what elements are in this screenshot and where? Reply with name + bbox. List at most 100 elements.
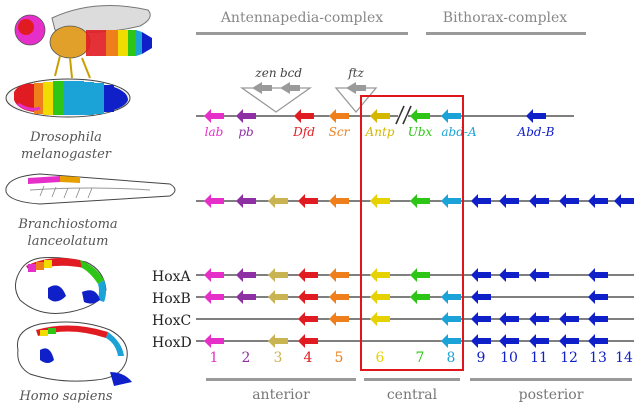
hoxb-hox13-arrow	[588, 290, 608, 304]
branchiostoma-hox6-arrow	[370, 194, 390, 208]
branchiostoma-hox10-arrow	[499, 194, 519, 208]
hoxd-hox3-arrow	[268, 334, 288, 348]
paralog-numbers: 1 2 3 4 5 6 7 8 9 10 11 12 13 14	[210, 350, 633, 366]
drosophila-gene-label: abd-A	[441, 125, 477, 139]
species-branchiostoma-line2: lanceolatum	[28, 234, 109, 249]
branchiostoma-hox8-arrow	[441, 194, 461, 208]
anterior-bar	[206, 378, 356, 381]
hoxd-hox1-arrow	[204, 334, 224, 348]
branchiostoma-hox13-arrow	[588, 194, 608, 208]
drosophila-gene-label: pb	[238, 125, 253, 139]
hoxb-hox5-arrow	[329, 290, 349, 304]
drosophila-gene-label: Dfd	[292, 125, 315, 139]
drosophila-gene-labels: lab pb Dfd Scr Antp Ubx abd-A Abd-B	[205, 125, 555, 139]
hoxd-hox10-arrow	[499, 334, 519, 348]
hoxc-hox6-arrow	[370, 312, 390, 326]
branchiostoma-hox7-arrow	[410, 194, 430, 208]
hoxa-hox7-arrow	[410, 268, 430, 282]
species-homo: Homo sapiens	[18, 389, 112, 404]
paralog-number: 13	[589, 350, 607, 366]
paralog-number: 10	[500, 350, 518, 366]
fly-embryo-illustration	[5, 78, 131, 118]
hoxd-hox13-arrow	[588, 334, 608, 348]
gene-label-ftz: ftz	[347, 66, 364, 80]
paralog-number: 7	[416, 350, 425, 366]
paralog-number: 2	[242, 350, 251, 366]
hoxd-hox4-arrow	[298, 334, 318, 348]
hoxb-hox7-arrow	[410, 290, 430, 304]
header-bithorax-complex: Bithorax-complex	[443, 10, 568, 26]
species-drosophila-line1: Drosophila	[29, 130, 102, 145]
branchiostoma-hox2-arrow	[236, 194, 256, 208]
hoxc-hox9-arrow	[471, 312, 491, 326]
hoxd-hox8-arrow	[441, 334, 461, 348]
header-antennapedia-complex: Antennapedia-complex	[220, 10, 383, 26]
fly-illustration	[14, 5, 152, 79]
branchiostoma-hox11-arrow	[529, 194, 549, 208]
hoxa-hox9-arrow	[471, 268, 491, 282]
branchiostoma-hox9-arrow	[471, 194, 491, 208]
hoxc-hox13-arrow	[588, 312, 608, 326]
central-bar	[364, 378, 460, 381]
drosophila-gene-label: Abd-B	[517, 125, 555, 139]
hoxa-hox1-arrow	[204, 268, 224, 282]
chromosome-break-mark	[395, 105, 412, 125]
region-label-posterior: posterior	[519, 387, 584, 403]
hoxb-hox2-arrow	[236, 290, 256, 304]
chromosome-break-gap	[398, 112, 408, 120]
hoxc-hox4-arrow	[298, 312, 318, 326]
drosophila-gene-arrow-pb	[236, 109, 256, 123]
drosophila-gene-label: Antp	[365, 125, 395, 139]
hoxb-hox6-arrow	[370, 290, 390, 304]
branchiostoma-hox1-arrow	[204, 194, 224, 208]
paralog-number: 1	[210, 350, 219, 366]
cluster-label-hoxc: HoxC	[152, 313, 191, 329]
hoxb-hox4-arrow	[298, 290, 318, 304]
drosophila-gene-arrow-abd-b	[526, 109, 546, 123]
drosophila-gene-arrow-scr	[329, 109, 349, 123]
drosophila-gene-arrow-abd-a	[441, 109, 461, 123]
species-branchiostoma-line1: Branchiostoma	[17, 217, 117, 232]
hoxb-hox8-arrow	[441, 290, 461, 304]
gene-rows	[196, 105, 634, 348]
drosophila-gene-arrow-lab	[204, 109, 224, 123]
hoxc-hox8-arrow	[441, 312, 461, 326]
branchiostoma-hox12-arrow	[559, 194, 579, 208]
central-highlight-box	[360, 95, 464, 371]
paralog-number: 8	[447, 350, 456, 366]
paralog-number: 6	[376, 350, 385, 366]
paralog-number: 9	[477, 350, 486, 366]
branchiostoma-hox14-arrow	[614, 194, 634, 208]
antennapedia-complex-bar	[196, 32, 408, 35]
bithorax-complex-bar	[426, 32, 586, 35]
gene-label-bcd: bcd	[280, 66, 302, 80]
hoxb-hox3-arrow	[268, 290, 288, 304]
species-drosophila-line2: melanogaster	[21, 147, 112, 162]
region-label-central: central	[387, 387, 438, 403]
hoxa-hox10-arrow	[499, 268, 519, 282]
branchiostoma-hox3-arrow	[268, 194, 288, 208]
branchiostoma-hox5-arrow	[329, 194, 349, 208]
paralog-number: 3	[274, 350, 283, 366]
hoxc-hox12-arrow	[559, 312, 579, 326]
hoxc-hox5-arrow	[329, 312, 349, 326]
branchiostoma-hox4-arrow	[298, 194, 318, 208]
cluster-label-hoxa: HoxA	[152, 269, 192, 285]
zen-bcd-insertion	[239, 82, 313, 113]
hoxd-hox9-arrow	[471, 334, 491, 348]
paralog-number: 14	[615, 350, 633, 366]
drosophila-gene-arrow-dfd	[294, 109, 314, 123]
hoxd-hox12-arrow	[559, 334, 579, 348]
hoxd-hox11-arrow	[529, 334, 549, 348]
gene-label-zen: zen	[254, 66, 276, 80]
hoxa-hox2-arrow	[236, 268, 256, 282]
hoxc-hox10-arrow	[499, 312, 519, 326]
paralog-number: 4	[304, 350, 313, 366]
hoxa-hox4-arrow	[298, 268, 318, 282]
drosophila-gene-arrow-antp	[370, 109, 390, 123]
hoxa-hox13-arrow	[588, 268, 608, 282]
hoxa-hox6-arrow	[370, 268, 390, 282]
cluster-label-hoxd: HoxD	[152, 335, 192, 351]
